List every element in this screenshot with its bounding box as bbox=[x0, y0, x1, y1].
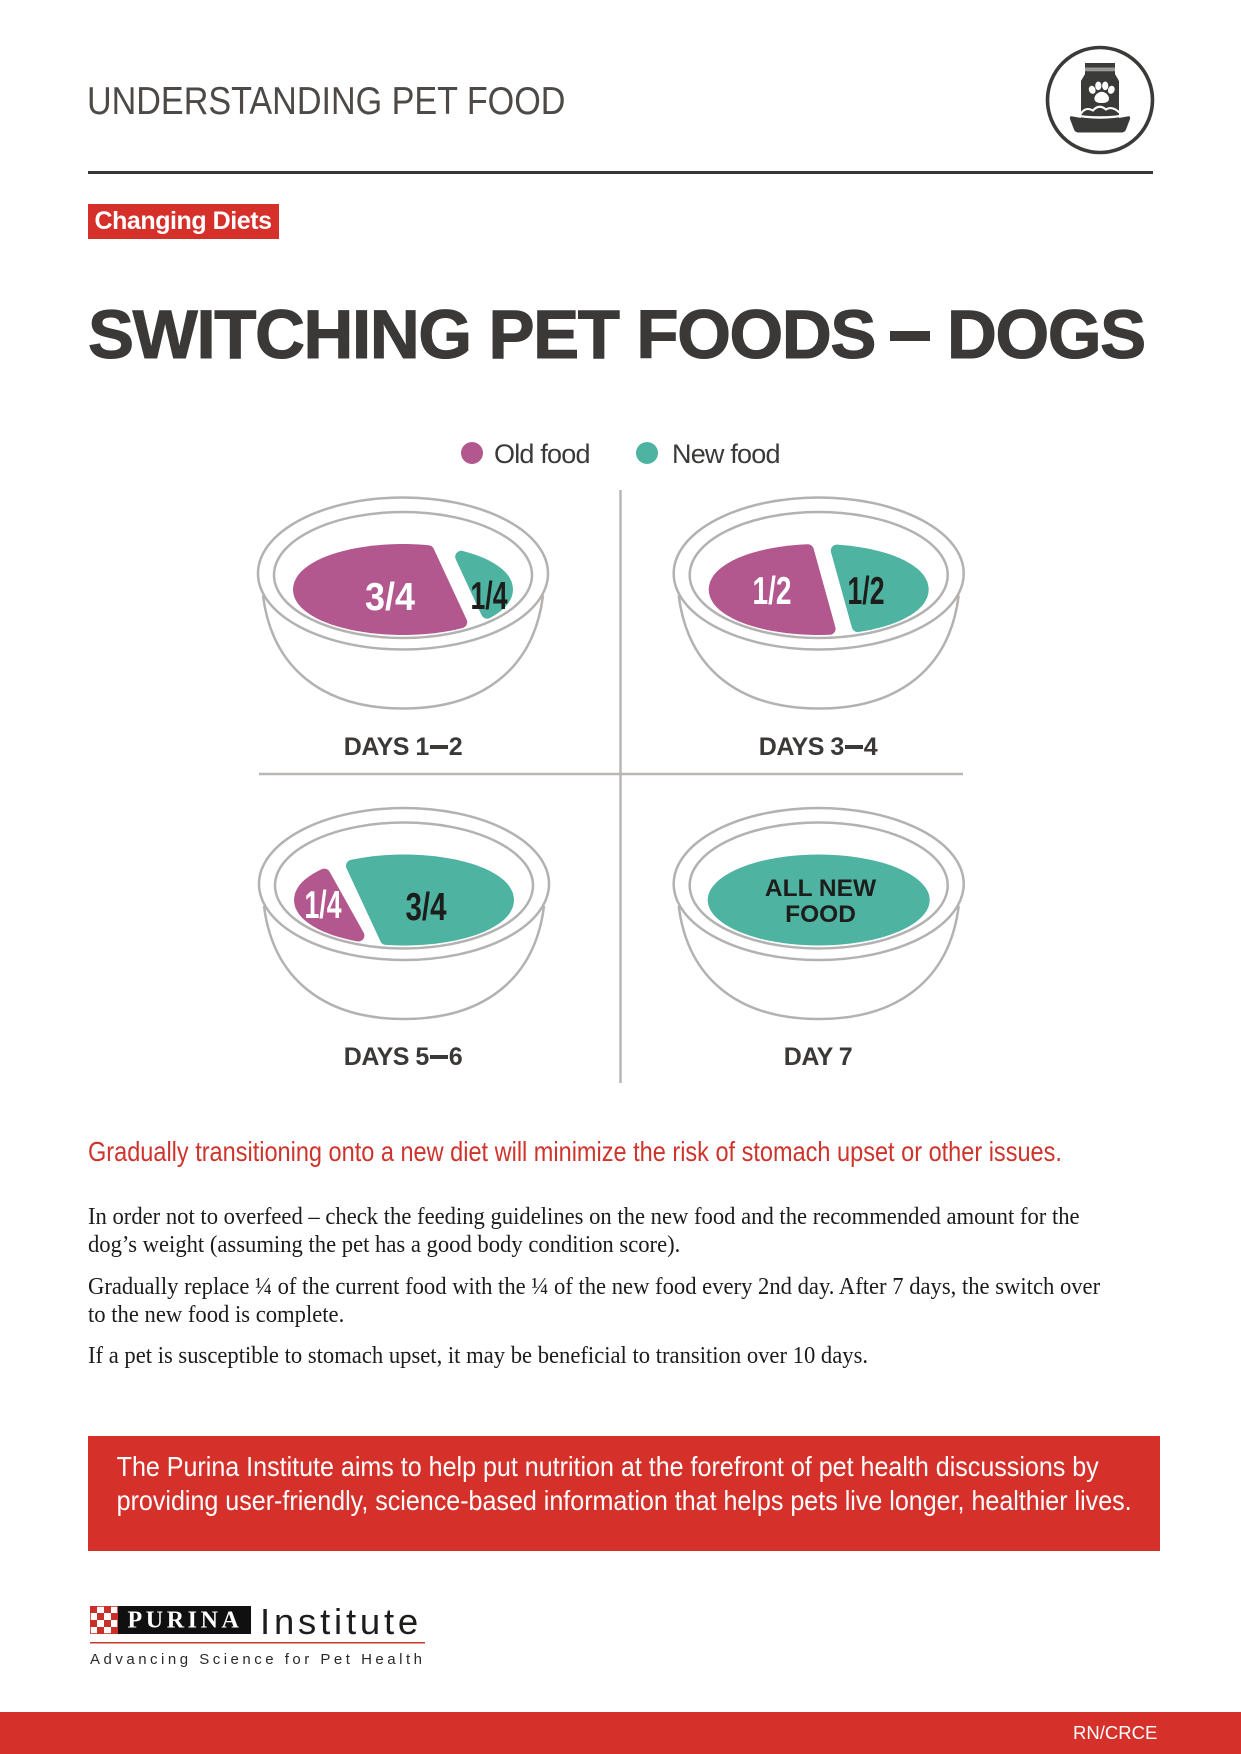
svg-text:1/2: 1/2 bbox=[753, 570, 792, 613]
svg-text:3/4: 3/4 bbox=[365, 576, 416, 619]
svg-text:1/4: 1/4 bbox=[305, 884, 342, 927]
svg-text:1/2: 1/2 bbox=[848, 570, 885, 613]
svg-text:Institute: Institute bbox=[260, 1601, 422, 1642]
svg-text:1/4: 1/4 bbox=[471, 575, 508, 618]
svg-text:ALL NEW: ALL NEW bbox=[765, 875, 877, 902]
svg-text:Advancing Science for Pet Heal: Advancing Science for Pet Health bbox=[90, 1651, 425, 1668]
svg-text:PURINA: PURINA bbox=[128, 1608, 243, 1634]
svg-text:3/4: 3/4 bbox=[406, 886, 447, 929]
svg-text:FOOD: FOOD bbox=[785, 901, 856, 928]
